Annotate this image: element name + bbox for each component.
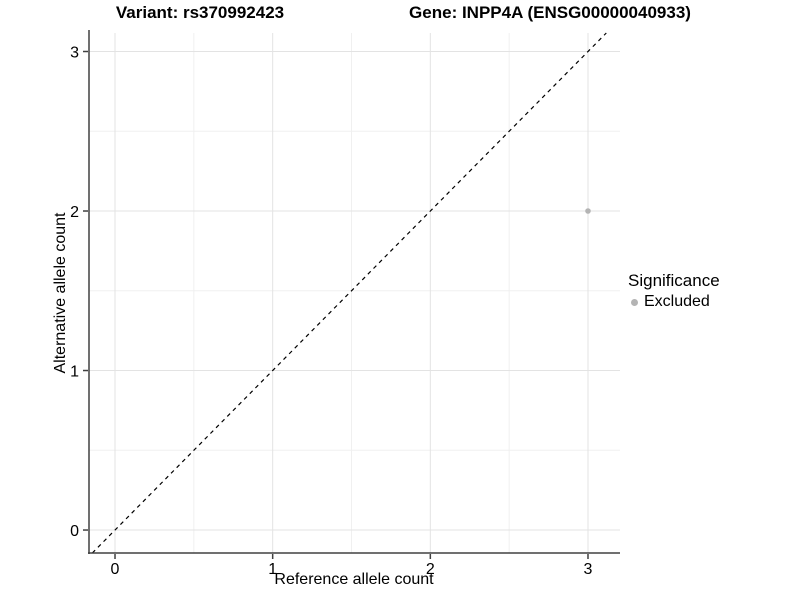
legend-item-label: Excluded [644, 293, 710, 310]
y-tick-label: 1 [70, 364, 79, 381]
x-tick-label: 0 [111, 561, 120, 578]
y-tick-label: 2 [70, 204, 79, 221]
legend: Significance Excluded [628, 271, 720, 312]
x-tick-label: 3 [584, 561, 593, 578]
identity-line [91, 32, 607, 554]
x-tick-label: 2 [426, 561, 435, 578]
x-axis-title: Reference allele count [274, 571, 434, 588]
y-axis-title: Alternative allele count [52, 212, 69, 374]
legend-point-icon [631, 298, 638, 306]
y-tick-label: 0 [70, 523, 79, 540]
legend-item-excluded: Excluded [628, 292, 720, 312]
data-point [585, 208, 591, 214]
x-tick-label: 1 [268, 561, 277, 578]
plot-title-gene: Gene: INPP4A (ENSG00000040933) [409, 3, 691, 22]
plot-title-variant: Variant: rs370992423 [115, 3, 285, 22]
legend-title: Significance [628, 271, 720, 290]
y-tick-label: 3 [70, 45, 79, 62]
